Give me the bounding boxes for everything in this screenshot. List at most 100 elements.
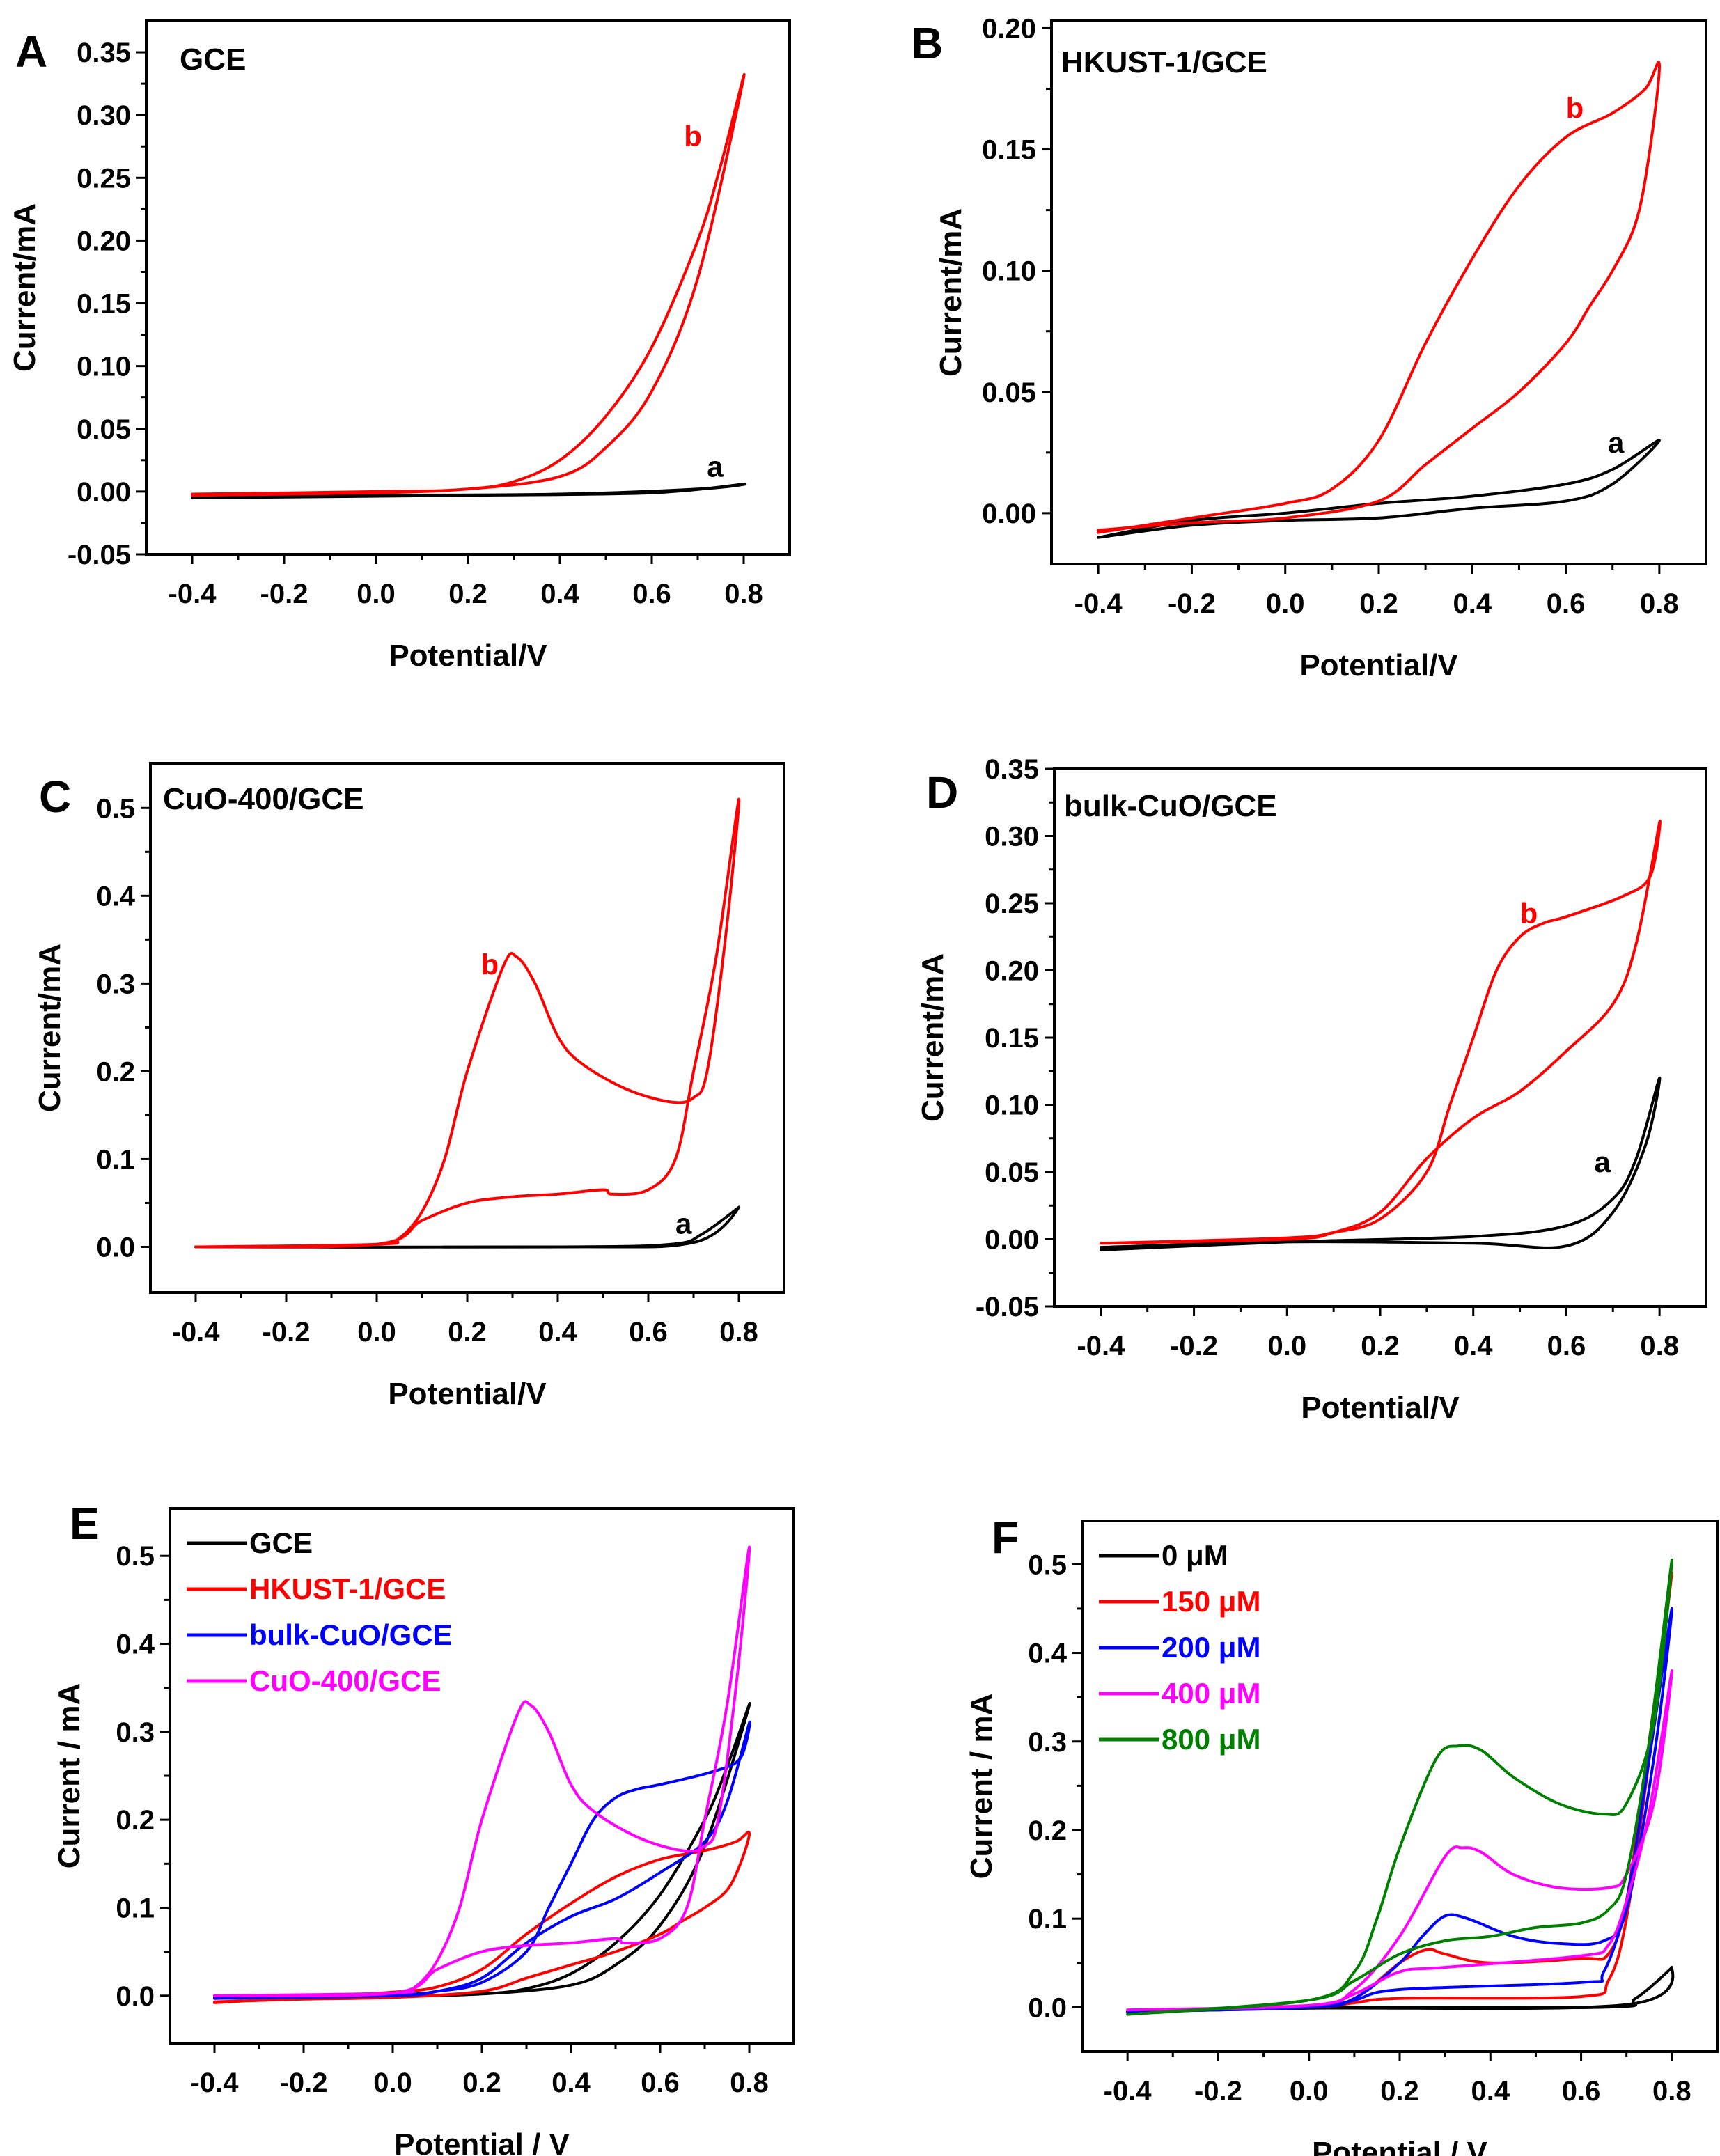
- y-tick-label: 0.35: [985, 754, 1039, 785]
- y-tick-label: 0.5: [116, 1541, 155, 1572]
- chart-panel-e: E -0.4 -0.2 0.0 0.2 0.4 0.6 0.8 0.0 0.1 0.2 0.3 0.4 0…: [52, 1499, 795, 2156]
- panel-letter: D: [926, 767, 958, 818]
- legend-label: 200 μM: [1162, 1631, 1260, 1664]
- x-tick-label: 0.4: [1471, 2076, 1510, 2107]
- plot-frame: [145, 19, 791, 556]
- legend-label: CuO-400/GCE: [249, 1664, 441, 1697]
- x-tick-label: -0.2: [1168, 588, 1216, 619]
- y-axis-label: Current/mA: [916, 953, 950, 1122]
- y-axis-label: Current/mA: [934, 208, 968, 377]
- curve-label: b: [1520, 897, 1538, 930]
- series-line-a: [191, 483, 747, 499]
- y-axis-label: Current / mA: [964, 1694, 999, 1879]
- x-tick-label: 0.6: [641, 2068, 680, 2098]
- y-tick-label: 0.0: [116, 1981, 155, 2012]
- series-line-a: [1099, 1076, 1662, 1251]
- x-tick-label: 0.4: [538, 1317, 577, 1348]
- y-tick-label: 0.3: [116, 1717, 155, 1748]
- x-tick-label: 0.6: [1547, 588, 1586, 619]
- x-tick-label: 0.0: [357, 579, 396, 609]
- x-tick-label: 0.2: [462, 2068, 501, 2098]
- y-tick-label: 0.25: [77, 163, 131, 194]
- x-tick-label: -0.4: [1077, 1331, 1125, 1361]
- x-tick-label: 0.2: [448, 1317, 487, 1348]
- legend-label: bulk-CuO/GCE: [249, 1618, 453, 1651]
- y-axis-label: Current / mA: [52, 1683, 86, 1868]
- panel-title: bulk-CuO/GCE: [1064, 789, 1277, 823]
- y-tick-label: 0.20: [985, 956, 1039, 987]
- y-tick-label: 0.5: [96, 793, 135, 824]
- x-axis-label: Potential / V: [1312, 2136, 1487, 2156]
- y-tick-label: 0.35: [77, 38, 131, 68]
- series-line-a: [194, 1205, 741, 1249]
- chart-panel-f: F -0.4 -0.2 0.0 0.2 0.4 0.6 0.8 0.0 0.1 0.2 0.3 0.4 0…: [964, 1513, 1719, 2156]
- x-tick-label: 0.8: [1640, 1331, 1679, 1361]
- chart-panel-c: C -0.4 -0.2 0.0 0.2 0.4 0.6 0.8 0.0 0.1 0.2 0.3 0.4 0…: [33, 762, 785, 1411]
- series-line-800-m: [1126, 1558, 1673, 2016]
- legend-label: 150 μM: [1162, 1585, 1260, 1618]
- x-tick-label: 0.2: [1380, 2076, 1419, 2107]
- series-line-b: [194, 797, 741, 1249]
- series-line-hkust-1-gce: [213, 1830, 751, 2004]
- x-tick-label: 0.0: [1266, 588, 1305, 619]
- y-tick-label: -0.05: [68, 540, 131, 570]
- x-tick-label: -0.2: [260, 579, 308, 609]
- y-axis-label: Current/mA: [33, 944, 67, 1112]
- x-tick-label: -0.2: [1194, 2076, 1242, 2107]
- chart-panel-b: B -0.4 -0.2 0.0 0.2 0.4 0.6 0.8 0.00 0.05 0.10 0.15…: [911, 13, 1707, 682]
- curve-label: b: [1566, 91, 1584, 124]
- x-tick-label: 0.0: [357, 1317, 396, 1348]
- x-axis-label: Potential / V: [394, 2127, 570, 2156]
- y-tick-label: 0.30: [77, 100, 131, 131]
- y-tick-label: 0.05: [77, 414, 131, 445]
- x-tick-label: -0.4: [1104, 2076, 1152, 2107]
- legend-label: GCE: [249, 1526, 313, 1559]
- panel-letter: C: [39, 772, 71, 822]
- series-line-b: [1099, 819, 1662, 1245]
- y-tick-label: 0.05: [982, 377, 1036, 408]
- y-tick-label: 0.0: [96, 1232, 135, 1263]
- curve-label: a: [675, 1208, 692, 1240]
- curve-label: a: [1608, 426, 1625, 459]
- x-axis-label: Potential/V: [389, 639, 547, 673]
- x-tick-label: -0.4: [1074, 588, 1123, 619]
- legend-label: 400 μM: [1162, 1677, 1260, 1710]
- y-tick-label: 0.1: [116, 1893, 155, 1923]
- y-tick-label: 0.10: [982, 256, 1036, 287]
- y-tick-label: 0.4: [116, 1630, 155, 1660]
- x-tick-label: 0.6: [629, 1317, 668, 1348]
- x-tick-label: -0.4: [169, 579, 217, 609]
- curve-label: a: [707, 450, 724, 483]
- y-tick-label: 0.20: [77, 226, 131, 256]
- y-tick-label: 0.10: [77, 352, 131, 382]
- x-tick-label: 0.0: [1290, 2076, 1329, 2107]
- y-tick-label: -0.05: [976, 1292, 1039, 1322]
- y-tick-label: 0.4: [96, 881, 135, 912]
- x-tick-label: 0.4: [1453, 588, 1492, 619]
- legend-label: HKUST-1/GCE: [249, 1572, 446, 1605]
- x-tick-label: -0.2: [1170, 1331, 1218, 1361]
- series-line-b: [1097, 61, 1661, 534]
- series-line-a: [1097, 439, 1661, 539]
- y-tick-label: 0.2: [1028, 1815, 1067, 1846]
- series-line-bulk-cuo-gce: [213, 1720, 751, 2000]
- y-tick-label: 0.20: [982, 13, 1036, 44]
- y-tick-label: 0.2: [116, 1805, 155, 1836]
- panel-letter: E: [70, 1499, 100, 1549]
- curve-label: b: [481, 948, 499, 981]
- y-tick-label: 0.1: [96, 1144, 135, 1175]
- plot-frame: [1050, 19, 1707, 565]
- y-tick-label: 0.00: [982, 499, 1036, 529]
- series-line-200-m: [1126, 1607, 1673, 2013]
- x-tick-label: 0.8: [1652, 2076, 1691, 2107]
- series-line-gce: [213, 1702, 751, 2000]
- x-tick-label: 0.8: [724, 579, 763, 609]
- x-tick-label: 0.2: [1361, 1331, 1400, 1361]
- legend-label: 0 μM: [1162, 1539, 1228, 1572]
- x-tick-label: 0.6: [632, 579, 671, 609]
- series-line-b: [191, 73, 746, 497]
- x-tick-label: 0.4: [552, 2068, 591, 2098]
- x-tick-label: 0.8: [719, 1317, 758, 1348]
- y-tick-label: 0.00: [985, 1225, 1039, 1256]
- y-tick-label: 0.0: [1028, 1992, 1067, 2023]
